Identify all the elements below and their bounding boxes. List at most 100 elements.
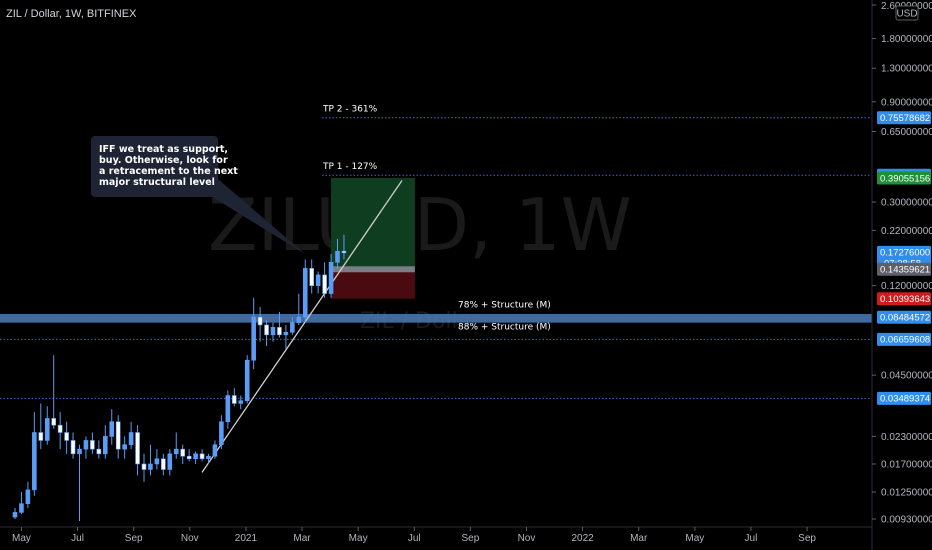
- candle-body: [193, 453, 198, 460]
- price-badge-label: 0.39055156: [880, 173, 930, 184]
- price-badge[interactable]: 0.14359621: [877, 262, 931, 276]
- candle: [225, 390, 231, 429]
- candle-body: [225, 395, 231, 423]
- candle-body: [277, 327, 282, 336]
- price-badge[interactable]: 0.06659608: [877, 332, 931, 346]
- candle: [12, 507, 18, 520]
- loss-zone[interactable]: [331, 269, 415, 299]
- currency-badge[interactable]: USD: [895, 5, 919, 21]
- x-tick-label: Jul: [745, 533, 758, 544]
- x-tick-label: Mar: [630, 533, 648, 544]
- candle: [238, 395, 244, 410]
- price-badge[interactable]: 0.75578682: [877, 111, 931, 125]
- candle-body: [322, 274, 327, 294]
- x-tick-label: May: [685, 533, 704, 544]
- candle-body: [173, 448, 179, 455]
- candle: [315, 271, 321, 294]
- x-tick-label: Mar: [293, 533, 311, 544]
- watermark-ticker: ZILUSD, 1W: [208, 183, 632, 267]
- candle-body: [238, 400, 244, 404]
- candle-body: [212, 444, 218, 457]
- price-badge-box: [877, 171, 931, 185]
- horizontal-levels[interactable]: TP 2 - 361% TP 1 - 127% 78% + Structure (M…: [0, 105, 872, 399]
- candle: [103, 425, 108, 459]
- candle-body: [264, 324, 269, 336]
- candle: [283, 324, 289, 349]
- y-tick-label: 0.12000000: [881, 281, 932, 292]
- candle: [251, 297, 256, 370]
- candle: [328, 253, 334, 298]
- candle-body: [315, 274, 321, 286]
- candle-body: [83, 440, 89, 450]
- price-badge-label: 0.03489374: [880, 394, 930, 405]
- candle-body: [283, 331, 289, 336]
- candle-body: [122, 444, 127, 450]
- price-badge-label: 0.06659608: [880, 335, 930, 346]
- candle: [277, 311, 282, 338]
- x-tick-label: Jul: [408, 533, 421, 544]
- y-tick-label: 0.01250000: [881, 488, 932, 499]
- x-tick-label: Nov: [518, 533, 536, 544]
- candle: [109, 409, 115, 445]
- candle-body: [251, 316, 256, 361]
- candle: [64, 421, 69, 454]
- candle: [296, 293, 302, 325]
- candle-body: [148, 463, 153, 470]
- trendline-segment[interactable]: [201, 180, 403, 473]
- x-tick-label: Sep: [798, 533, 816, 544]
- candle-body: [12, 512, 18, 518]
- candle-body: [19, 503, 24, 513]
- price-badge[interactable]: 0.39055156: [877, 171, 931, 185]
- price-badge[interactable]: 0.10393643: [877, 292, 931, 306]
- candle-body: [219, 421, 224, 445]
- callout-text-line: IFF we treat as support,: [99, 144, 228, 155]
- candle: [96, 440, 102, 459]
- candle-body: [257, 316, 263, 326]
- callout-text-line: a retracement to the next: [99, 166, 238, 177]
- price-axis[interactable]: 2.600000001.800000001.300000000.90000000…: [871, 0, 932, 550]
- x-tick-label: Nov: [181, 533, 199, 544]
- candle: [135, 425, 140, 476]
- candle: [309, 259, 315, 294]
- price-badge-label: 0.14359621: [880, 265, 930, 276]
- y-tick-label: 0.30000000: [881, 198, 932, 209]
- chart-title: ZIL / Dollar, 1W, BITFINEX: [6, 8, 137, 20]
- candle: [44, 406, 50, 445]
- candle: [180, 444, 185, 464]
- price-badge-box: [877, 292, 931, 306]
- support-band-rect: [0, 313, 872, 323]
- x-tick-label: May: [349, 533, 368, 544]
- candle: [173, 432, 179, 459]
- candle: [128, 421, 134, 450]
- y-tick-label: 0.22000000: [881, 226, 932, 237]
- time-axis[interactable]: May Jul Sep Nov 2021 Mar May Jul Sep Nov 2022 Mar Ma…: [0, 526, 872, 544]
- candle-body: [341, 250, 347, 254]
- y-tick-label: 1.80000000: [881, 34, 932, 45]
- candle: [115, 415, 121, 459]
- candle-body: [70, 440, 76, 455]
- candle: [244, 355, 250, 404]
- y-tick-label: 0.00930000: [881, 515, 932, 526]
- price-badge[interactable]: 0.08484572: [877, 310, 931, 324]
- candle-body: [57, 424, 63, 433]
- trendline[interactable]: [201, 180, 403, 473]
- y-tick-label: 0.90000000: [881, 97, 932, 108]
- x-tick-label: May: [12, 533, 31, 544]
- entry-line[interactable]: [331, 266, 415, 273]
- x-tick-label: 2022: [571, 533, 594, 544]
- candle-body: [296, 316, 302, 323]
- price-badge[interactable]: 0.03489374: [877, 391, 931, 405]
- candle: [148, 444, 153, 476]
- callout-box[interactable]: [91, 136, 218, 197]
- candle-body: [232, 395, 237, 404]
- currency-badge-label: USD: [896, 9, 917, 20]
- price-badge-label: 0.08484572: [880, 313, 930, 324]
- candle: [193, 451, 198, 464]
- support-band: [0, 313, 872, 323]
- price-badge-label: 0.10393643: [880, 294, 930, 305]
- price-badge-box: [877, 111, 931, 125]
- candle: [90, 432, 95, 454]
- annotation-callout[interactable]: IFF we treat as support,buy. Otherwise, …: [91, 136, 305, 254]
- candle: [141, 453, 147, 482]
